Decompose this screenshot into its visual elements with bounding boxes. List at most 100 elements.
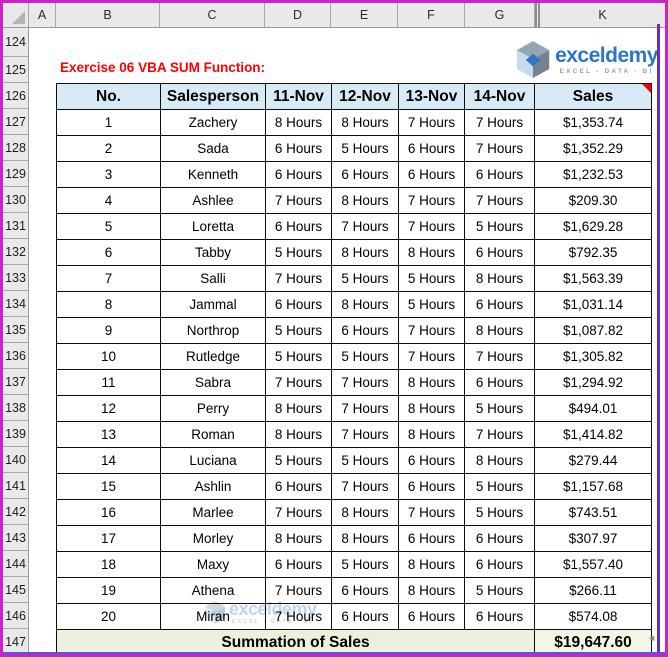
row-header-146[interactable]: 146 bbox=[3, 603, 28, 629]
cell-no[interactable]: 17 bbox=[56, 525, 161, 552]
cell-hours-11nov[interactable]: 5 Hours bbox=[265, 447, 332, 474]
cell-salesperson[interactable]: Sada bbox=[160, 135, 266, 162]
cell-salesperson[interactable]: Kenneth bbox=[160, 161, 266, 188]
cell-hours-14nov[interactable]: 6 Hours bbox=[464, 603, 535, 630]
cell-sales[interactable]: $1,352.29 bbox=[534, 135, 652, 162]
cell-sales[interactable]: $1,087.82 bbox=[534, 317, 652, 344]
column-header-a[interactable]: A bbox=[29, 3, 56, 27]
cell-hours-14nov[interactable]: 6 Hours bbox=[464, 291, 535, 318]
row-header-136[interactable]: 136 bbox=[3, 343, 28, 369]
cell-hours-11nov[interactable]: 7 Hours bbox=[265, 577, 332, 604]
select-all-corner[interactable] bbox=[3, 3, 29, 27]
cell-no[interactable]: 2 bbox=[56, 135, 161, 162]
cell-hours-14nov[interactable]: 8 Hours bbox=[464, 317, 535, 344]
cell-hours-13nov[interactable]: 5 Hours bbox=[398, 291, 465, 318]
cell-hours-12nov[interactable]: 5 Hours bbox=[331, 551, 399, 578]
cell-hours-11nov[interactable]: 8 Hours bbox=[265, 525, 332, 552]
cell-sales[interactable]: $279.44 bbox=[534, 447, 652, 474]
cell-hours-12nov[interactable]: 6 Hours bbox=[331, 603, 399, 630]
row-header-139[interactable]: 139 bbox=[3, 421, 28, 447]
cell-hours-13nov[interactable]: 8 Hours bbox=[398, 577, 465, 604]
cell-hours-11nov[interactable]: 6 Hours bbox=[265, 213, 332, 240]
cell-no[interactable]: 11 bbox=[56, 369, 161, 396]
summary-value-cell[interactable]: $19,647.60 bbox=[534, 629, 652, 654]
cell-no[interactable]: 18 bbox=[56, 551, 161, 578]
cell-no[interactable]: 15 bbox=[56, 473, 161, 500]
cell-hours-11nov[interactable]: 6 Hours bbox=[265, 473, 332, 500]
cell-hours-11nov[interactable]: 5 Hours bbox=[265, 343, 332, 370]
header-12-nov[interactable]: 12-Nov bbox=[331, 83, 399, 110]
cell-hours-14nov[interactable]: 6 Hours bbox=[464, 551, 535, 578]
cell-sales[interactable]: $1,157.68 bbox=[534, 473, 652, 500]
cell-hours-11nov[interactable]: 7 Hours bbox=[265, 603, 332, 630]
cell-sales[interactable]: $494.01 bbox=[534, 395, 652, 422]
cell-hours-12nov[interactable]: 8 Hours bbox=[331, 499, 399, 526]
cell-hours-11nov[interactable]: 6 Hours bbox=[265, 161, 332, 188]
cell-salesperson[interactable]: Morley bbox=[160, 525, 266, 552]
cell-salesperson[interactable]: Jammal bbox=[160, 291, 266, 318]
cell-sales[interactable]: $743.51 bbox=[534, 499, 652, 526]
cell-hours-14nov[interactable]: 6 Hours bbox=[464, 239, 535, 266]
cell-hours-13nov[interactable]: 8 Hours bbox=[398, 395, 465, 422]
cell-sales[interactable]: $1,557.40 bbox=[534, 551, 652, 578]
cell-hours-14nov[interactable]: 8 Hours bbox=[464, 265, 535, 292]
cell-hours-13nov[interactable]: 6 Hours bbox=[398, 161, 465, 188]
cell-salesperson[interactable]: Tabby bbox=[160, 239, 266, 266]
cell-sales[interactable]: $209.30 bbox=[534, 187, 652, 214]
row-header-142[interactable]: 142 bbox=[3, 499, 28, 525]
cell-sales[interactable]: $792.35 bbox=[534, 239, 652, 266]
cell-hours-14nov[interactable]: 5 Hours bbox=[464, 395, 535, 422]
cell-sales[interactable]: $1,294.92 bbox=[534, 369, 652, 396]
row-header-133[interactable]: 133 bbox=[3, 265, 28, 291]
cell-salesperson[interactable]: Perry bbox=[160, 395, 266, 422]
column-header-g[interactable]: G bbox=[465, 3, 535, 27]
cell-hours-12nov[interactable]: 8 Hours bbox=[331, 187, 399, 214]
header-11-nov[interactable]: 11-Nov bbox=[265, 83, 332, 110]
cell-hours-12nov[interactable]: 7 Hours bbox=[331, 473, 399, 500]
cell-hours-12nov[interactable]: 5 Hours bbox=[331, 343, 399, 370]
cell-hours-14nov[interactable]: 7 Hours bbox=[464, 343, 535, 370]
cell-hours-14nov[interactable]: 7 Hours bbox=[464, 109, 535, 136]
cell-hours-11nov[interactable]: 8 Hours bbox=[265, 109, 332, 136]
cell-hours-13nov[interactable]: 7 Hours bbox=[398, 187, 465, 214]
header-sales[interactable]: Sales bbox=[534, 83, 652, 110]
cell-hours-11nov[interactable]: 6 Hours bbox=[265, 551, 332, 578]
row-header-127[interactable]: 127 bbox=[3, 109, 28, 135]
row-header-131[interactable]: 131 bbox=[3, 213, 28, 239]
row-header-124[interactable]: 124 bbox=[3, 28, 28, 57]
cell-no[interactable]: 3 bbox=[56, 161, 161, 188]
header-no[interactable]: No. bbox=[56, 83, 161, 110]
column-header-b[interactable]: B bbox=[56, 3, 160, 27]
cell-salesperson[interactable]: Ashlee bbox=[160, 187, 266, 214]
cell-no[interactable]: 12 bbox=[56, 395, 161, 422]
cell-hours-11nov[interactable]: 7 Hours bbox=[265, 369, 332, 396]
cell-salesperson[interactable]: Ashlin bbox=[160, 473, 266, 500]
cell-hours-12nov[interactable]: 8 Hours bbox=[331, 109, 399, 136]
cell-hours-11nov[interactable]: 5 Hours bbox=[265, 317, 332, 344]
cell-sales[interactable]: $1,353.74 bbox=[534, 109, 652, 136]
cell-hours-13nov[interactable]: 8 Hours bbox=[398, 551, 465, 578]
column-header-c[interactable]: C bbox=[160, 3, 265, 27]
row-header-140[interactable]: 140 bbox=[3, 447, 28, 473]
cell-sales[interactable]: $266.11 bbox=[534, 577, 652, 604]
cell-hours-13nov[interactable]: 6 Hours bbox=[398, 447, 465, 474]
row-header-126[interactable]: 126 bbox=[3, 83, 28, 109]
cell-hours-12nov[interactable]: 6 Hours bbox=[331, 161, 399, 188]
cell-sales[interactable]: $1,305.82 bbox=[534, 343, 652, 370]
cell-salesperson[interactable]: Rutledge bbox=[160, 343, 266, 370]
header-14-nov[interactable]: 14-Nov bbox=[464, 83, 535, 110]
cell-salesperson[interactable]: Marlee bbox=[160, 499, 266, 526]
cell-hours-14nov[interactable]: 7 Hours bbox=[464, 421, 535, 448]
cell-hours-12nov[interactable]: 7 Hours bbox=[331, 213, 399, 240]
cell-hours-11nov[interactable]: 7 Hours bbox=[265, 499, 332, 526]
cell-salesperson[interactable]: Miran bbox=[160, 603, 266, 630]
cell-no[interactable]: 16 bbox=[56, 499, 161, 526]
row-header-134[interactable]: 134 bbox=[3, 291, 28, 317]
cell-hours-11nov[interactable]: 7 Hours bbox=[265, 265, 332, 292]
row-header-141[interactable]: 141 bbox=[3, 473, 28, 499]
cell-hours-14nov[interactable]: 5 Hours bbox=[464, 577, 535, 604]
cell-no[interactable]: 14 bbox=[56, 447, 161, 474]
cell-no[interactable]: 9 bbox=[56, 317, 161, 344]
cell-no[interactable]: 4 bbox=[56, 187, 161, 214]
cell-hours-13nov[interactable]: 6 Hours bbox=[398, 473, 465, 500]
